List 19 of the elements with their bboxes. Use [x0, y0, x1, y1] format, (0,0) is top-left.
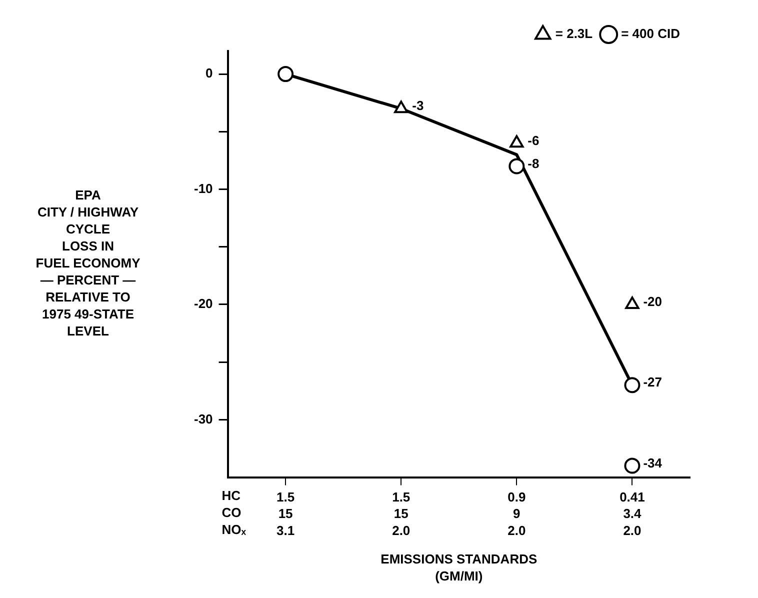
data-label: -6	[528, 132, 540, 148]
x-tick-label: 0.41 3.4 2.0	[620, 489, 645, 538]
y-tick-label: 0	[206, 66, 213, 81]
data-label: -3	[412, 98, 424, 114]
text: HC CO NOₓ	[222, 488, 246, 537]
y-tick-label: -10	[194, 180, 213, 196]
x-tick-label: 0.9 9 2.0	[508, 489, 526, 538]
y-tick-label: -30	[194, 411, 213, 426]
text: EPA CITY / HIGHWAY CYCLE LOSS IN FUEL ECONOMY — PERCENT — RELATIVE TO 1975 49-STATE LEVEL	[36, 188, 140, 339]
legend-label: = 400 CID	[621, 26, 680, 42]
data-label: -34	[643, 455, 663, 470]
data-label: -27	[643, 374, 662, 390]
y-tick-label: -20	[194, 296, 213, 312]
x-axis-title: EMISSIONS STANDARDS (GM/MI)	[380, 552, 538, 584]
legend-label: = 2.3L	[555, 26, 593, 42]
data-label: -20	[643, 294, 662, 310]
data-label: -8	[528, 156, 540, 171]
x-tick-label: 1.5 15 3.1	[276, 489, 295, 538]
x-tick-label: 1.5 15 2.0	[392, 489, 410, 538]
